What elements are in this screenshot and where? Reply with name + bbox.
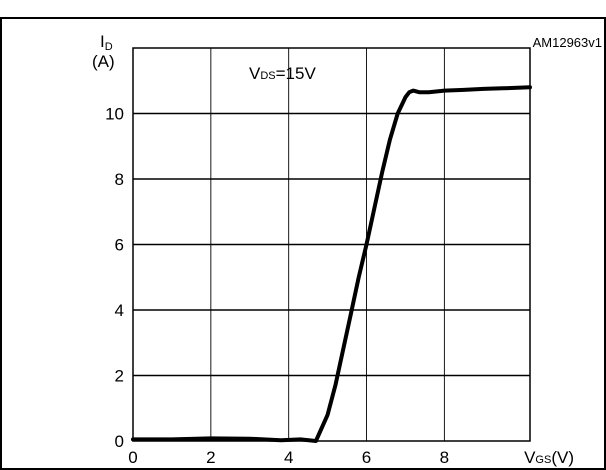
- x-tick-label: 4: [284, 448, 293, 467]
- y-axis-unit: (A): [92, 52, 115, 71]
- x-tick-label: 0: [128, 448, 137, 467]
- y-tick-label: 6: [115, 236, 124, 255]
- x-axis-label-unit: (V): [551, 448, 574, 467]
- x-tick-label: 8: [440, 448, 449, 467]
- vds-annotation: VDS=15V: [249, 64, 316, 83]
- x-axis-label-main: V: [524, 448, 536, 467]
- gridlines: [133, 48, 530, 441]
- annotation-main: V: [249, 64, 261, 83]
- x-axis-label-sub: GS: [535, 454, 551, 466]
- y-tick-label: 4: [115, 301, 124, 320]
- x-tick-label: 2: [206, 448, 215, 467]
- y-tick-label: 0: [115, 432, 124, 451]
- y-tick-label: 2: [115, 367, 124, 386]
- y-axis-label-main: I: [100, 32, 105, 51]
- figure-frame: [0, 17, 606, 470]
- figure-reference: AM12963v1: [533, 35, 602, 50]
- series-line: [131, 85, 532, 443]
- y-tick-label: 8: [115, 170, 124, 189]
- x-tick-label: 6: [362, 448, 371, 467]
- plot-area: [132, 47, 531, 442]
- annotation-sub: DS: [260, 70, 275, 82]
- y-tick-label: 10: [105, 105, 124, 124]
- y-axis-label: ID: [100, 32, 113, 53]
- x-tick-labels: 0 2 4 6 8: [128, 448, 449, 467]
- annotation-rest: =15V: [276, 64, 317, 83]
- y-axis-label-sub: D: [105, 41, 113, 53]
- y-tick-labels: 0 2 4 6 8 10: [105, 105, 124, 452]
- x-axis-label: VGS(V): [524, 448, 574, 467]
